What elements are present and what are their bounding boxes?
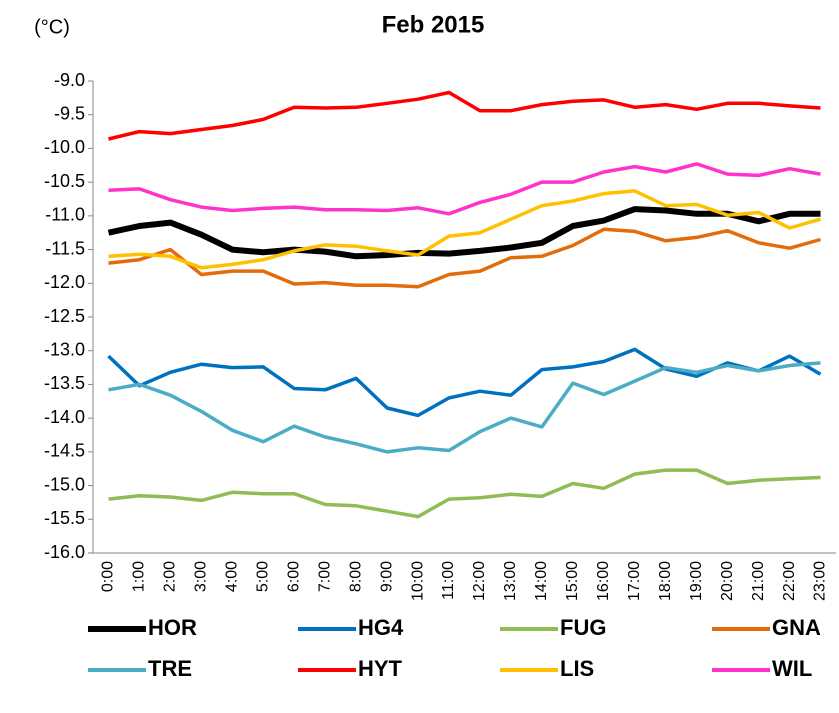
series-line: [108, 361, 821, 454]
x-tick-label: 4:00: [224, 561, 241, 592]
x-tick-label: 10:00: [409, 561, 426, 601]
x-tick-label: 12:00: [471, 561, 488, 601]
x-tick-label: 20:00: [719, 561, 736, 601]
y-tick-label: -10.0: [44, 137, 85, 157]
y-tick-label: -11.0: [45, 205, 85, 225]
x-tick-label: 19:00: [688, 561, 705, 601]
x-tick-label: 3:00: [193, 561, 210, 592]
y-tick-label: -15.5: [44, 508, 85, 528]
series-line: [108, 227, 821, 289]
x-tick-label: 5:00: [254, 561, 271, 592]
legend-label: HOR: [148, 615, 197, 640]
chart-title: Feb 2015: [382, 11, 485, 38]
y-tick-label: -9.0: [54, 70, 85, 90]
x-tick-label: 6:00: [285, 561, 302, 592]
series-line: [108, 90, 821, 141]
y-tick-label: -14.0: [44, 407, 85, 427]
series-line: [108, 189, 821, 270]
y-tick-label: -16.0: [44, 542, 85, 562]
legend-label: GNA: [772, 615, 821, 640]
x-tick-label: 22:00: [781, 561, 798, 601]
x-tick-label: 21:00: [750, 561, 767, 601]
x-tick-label: 8:00: [347, 561, 364, 592]
x-tick-label: 18:00: [657, 561, 674, 601]
series-line: [107, 206, 821, 260]
y-tick-label: -14.5: [44, 441, 85, 461]
y-tick-label: -13.0: [44, 339, 85, 359]
legend-label: HG4: [358, 615, 404, 640]
x-tick-label: 2:00: [162, 561, 179, 592]
x-tick-label: 9:00: [378, 561, 395, 592]
legend-label: WIL: [772, 656, 812, 681]
y-tick-label: -12.5: [44, 306, 85, 326]
legend-label: TRE: [148, 656, 192, 681]
x-tick-label: 15:00: [564, 561, 581, 601]
x-tick-label: 11:00: [440, 561, 457, 600]
y-tick-label: -13.5: [44, 373, 85, 393]
legend-label: HYT: [358, 656, 403, 681]
y-axis-label: (°C): [34, 16, 70, 38]
x-tick-label: 1:00: [131, 561, 148, 592]
x-tick-label: 7:00: [316, 561, 333, 592]
series-line: [108, 468, 821, 519]
legend-label: FUG: [560, 615, 606, 640]
y-tick-label: -9.5: [54, 103, 85, 123]
x-tick-label: 16:00: [595, 561, 612, 601]
x-tick-label: 0:00: [100, 561, 117, 592]
x-tick-label: 17:00: [626, 561, 643, 601]
series-line: [108, 162, 821, 216]
legend-label: LIS: [560, 656, 594, 681]
y-tick-label: -10.5: [44, 171, 85, 191]
y-tick-label: -12.0: [44, 272, 85, 292]
x-tick-label: 14:00: [533, 561, 550, 601]
x-tick-label: 13:00: [502, 561, 519, 601]
y-tick-label: -11.5: [45, 238, 85, 258]
x-tick-label: 23:00: [812, 561, 829, 601]
y-tick-label: -15.0: [44, 474, 85, 494]
series-line: [107, 347, 822, 418]
